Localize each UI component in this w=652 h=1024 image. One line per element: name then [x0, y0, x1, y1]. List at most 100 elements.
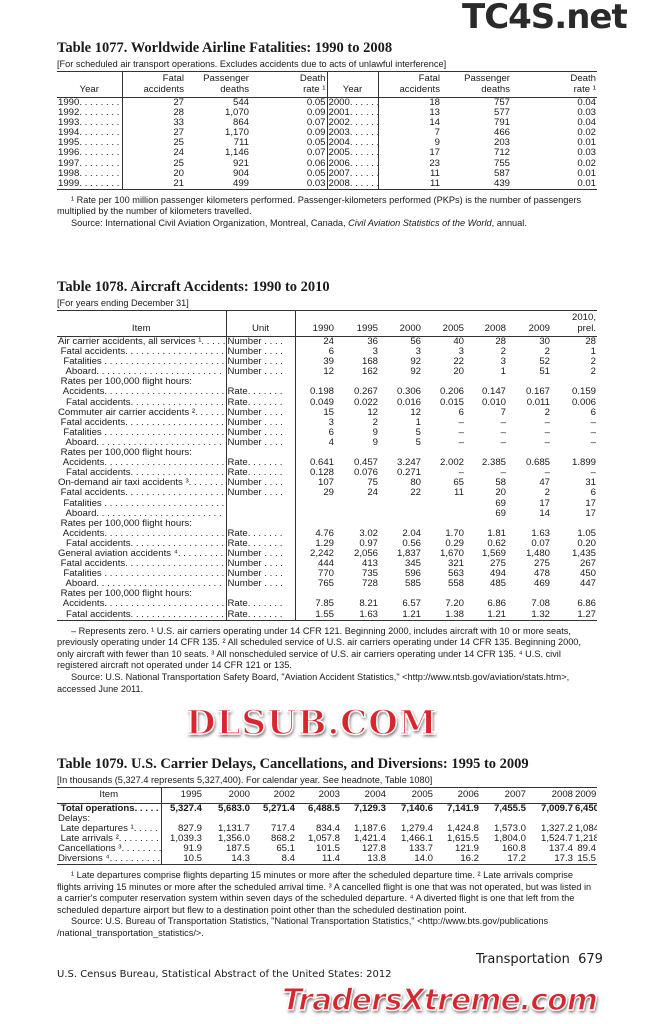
table-cell: 1,466.1 — [400, 833, 433, 844]
table-cell: 585 — [404, 579, 421, 590]
table-cell: 1 — [590, 347, 596, 358]
table-cell: Number . . . . — [226, 569, 296, 580]
table-cell — [574, 814, 597, 824]
table-cell: 2.002 — [439, 458, 464, 469]
table-cell: 1,421.4 — [353, 833, 386, 844]
table-cell: 904 — [232, 168, 249, 179]
table-cell: Number . . . . — [226, 559, 296, 570]
watermark-middle-logo: DLSUB.COM — [185, 703, 438, 743]
table-cell — [379, 377, 422, 387]
table-cell: 28 — [495, 336, 506, 347]
table-cell: 1.899 — [571, 458, 596, 469]
table-row: 1992. . . . . . . . . 28 1,070 0.09 2001. . … — [57, 108, 597, 119]
table-cell — [335, 499, 379, 509]
table-cell: 2 — [500, 347, 506, 358]
table-cell: 0.04 — [577, 97, 596, 108]
table-cell: 827.9 — [177, 823, 202, 834]
table-cell — [507, 589, 551, 599]
table-cell: Rates per 100,000 flight hours: — [57, 377, 227, 388]
table-cell: 0.09 — [250, 108, 328, 119]
table-cell: Fatalities . . . . . . . . . . . . . . .… — [57, 357, 227, 368]
column-header: 2005 — [387, 787, 434, 804]
table-row: Fatal accidents. . . . . . . . . . . . .… — [57, 347, 597, 358]
table-cell: 7.08 — [531, 599, 550, 610]
table-cell: 717.4 — [270, 823, 295, 834]
page-footer-section: Transportation 679 — [476, 952, 603, 967]
table-cell — [295, 509, 335, 519]
table-cell: 1,670 — [439, 548, 464, 559]
table-row: 1995. . . . . . . . . 25 711 0.05 2004. . . … — [57, 138, 597, 149]
table-cell: – — [500, 437, 506, 448]
table-cell: 2,242 — [309, 548, 334, 559]
table-1079-notes: ¹ Late departures comprise flights depar… — [57, 870, 597, 940]
table-cell: Diversions ⁴. . . . . . . . . . . — [57, 853, 162, 865]
table-body: Total operations. . . . . . 5,327.4 5,683.… — [57, 803, 597, 865]
table-cell: 101.5 — [315, 843, 340, 854]
table-cell: 485 — [489, 579, 506, 590]
table-cell: 5 — [415, 437, 421, 448]
table-cell: 22 — [453, 357, 464, 368]
table-row: Total operations. . . . . . 5,327.4 5,683.… — [57, 803, 597, 814]
table-cell: – — [458, 468, 464, 479]
column-header: 2008 — [465, 310, 507, 337]
table-cell: 39 — [323, 357, 334, 368]
column-header: 2007 — [480, 787, 527, 804]
table-cell: 439 — [493, 178, 510, 189]
table-cell — [226, 448, 296, 459]
table-cell: 868.2 — [270, 833, 295, 844]
table-cell: 17 — [585, 508, 596, 519]
table-cell: 1,524.7 — [540, 833, 573, 844]
table-cell: 1,804.0 — [493, 833, 526, 844]
table-row: Cancellations ³. . . . . . . . . 91.9 187.… — [57, 843, 597, 854]
table-cell: – — [544, 437, 550, 448]
table-cell — [295, 377, 335, 387]
table-cell: – — [590, 417, 596, 428]
table-cell: 14.0 — [414, 853, 433, 864]
table-cell — [335, 377, 379, 387]
table-cell: Number . . . . — [226, 347, 296, 358]
table-cell: 10.5 — [183, 853, 202, 864]
footer-publisher: U.S. Census Bureau, Statistical Abstract… — [57, 969, 392, 980]
table-cell: 0.011 — [526, 397, 550, 408]
column-header: Fatal accidents — [378, 71, 441, 98]
table-cell: 0.07 — [250, 148, 328, 159]
table-cell: 0.03 — [577, 148, 596, 159]
column-header: 2002 — [251, 787, 296, 804]
table-cell: 27 — [173, 128, 184, 139]
table-cell: Cancellations ³. . . . . . . . . — [57, 843, 162, 854]
table-cell: 0.641 — [309, 458, 334, 469]
table-cell: 1.21 — [487, 609, 506, 620]
table-cell: 0.049 — [309, 397, 334, 408]
table-row: 1994. . . . . . . . . 27 1,170 0.09 2003. . … — [57, 128, 597, 139]
table-cell: 7 — [500, 407, 506, 418]
table-cell: Aboard. . . . . . . . . . . . . . . . . … — [57, 579, 227, 590]
table-cell: 2 — [544, 488, 550, 499]
table-cell: – — [500, 427, 506, 438]
table-cell: Number . . . . — [226, 367, 296, 378]
table-cell — [341, 814, 387, 824]
table-cell: 80 — [410, 478, 421, 489]
table-cell: 1,170 — [224, 128, 249, 139]
table-cell — [226, 508, 296, 519]
table-1078-section: Table 1078. Aircraft Accidents: 1990 to … — [57, 279, 597, 695]
table-cell: 6,488.5 — [307, 803, 340, 814]
table-cell: 30 — [539, 336, 550, 347]
table-cell: Accidents. . . . . . . . . . . . . . . .… — [57, 458, 227, 469]
column-header: 2005 — [422, 310, 465, 337]
table-row: Aboard. . . . . . . . . . . . . . . . . … — [57, 508, 597, 519]
table-row: 1996. . . . . . . . . 24 1,146 0.07 2005. . … — [57, 148, 597, 159]
column-header: 2000 — [203, 787, 251, 804]
table-cell: 1996. . . . . . . . . — [57, 148, 123, 159]
table-cell: 7 — [434, 128, 440, 139]
table-cell: 563 — [447, 569, 464, 580]
table-row: Late arrivals ². . . . . . . . . 1,039.3 1… — [57, 833, 597, 844]
table-cell: Fatal accidents. . . . . . . . . . . . .… — [57, 538, 227, 549]
table-cell: Fatal accidents. . . . . . . . . . . . .… — [57, 559, 227, 570]
table-cell: 1,279.4 — [400, 823, 433, 834]
table-cell: 0.97 — [359, 538, 378, 549]
table-cell: 6.86 — [487, 599, 506, 610]
table-cell: 8.4 — [281, 853, 295, 864]
table-cell: – — [500, 417, 506, 428]
table-cell — [161, 814, 203, 824]
